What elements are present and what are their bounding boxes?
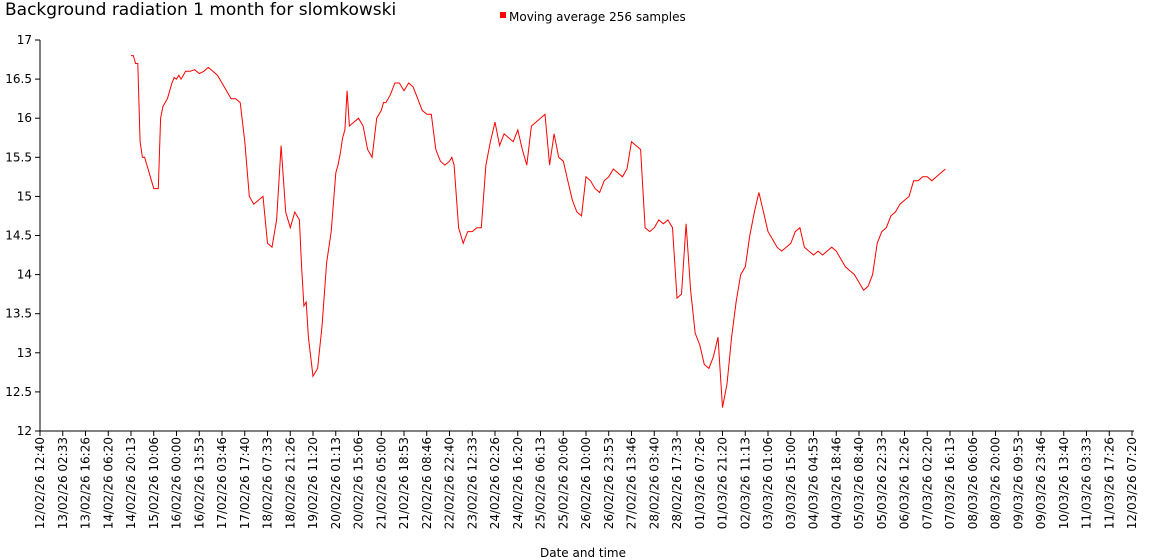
x-tick-label: 14/02/26 20:13 [124, 437, 138, 529]
legend: Moving average 256 samples [500, 10, 686, 24]
x-tick-label: 11/03/26 17:26 [1102, 437, 1116, 529]
series-line-moving-average [131, 55, 946, 408]
y-tick-label: 16 [17, 111, 32, 125]
x-tick-label: 26/02/26 23:53 [602, 437, 616, 529]
x-tick-label: 25/02/26 20:06 [556, 437, 570, 529]
x-tick-label: 06/03/26 12:26 [898, 437, 912, 529]
y-tick-label: 13 [17, 346, 32, 360]
x-tick-label: 01/03/26 21:20 [716, 437, 730, 529]
x-tick-label: 13/02/26 16:26 [79, 437, 93, 529]
x-tick-label: 28/02/26 17:33 [670, 437, 684, 529]
x-tick-label: 24/02/26 02:26 [488, 437, 502, 529]
x-tick-label: 20/02/26 01:13 [329, 437, 343, 529]
x-tick-label: 04/03/26 04:53 [807, 437, 821, 529]
x-tick-label: 09/03/26 23:46 [1034, 437, 1048, 529]
x-tick-label: 24/02/26 16:20 [511, 437, 525, 529]
x-tick-label: 05/03/26 08:40 [852, 437, 866, 529]
x-tick-label: 13/02/26 02:33 [56, 437, 70, 529]
x-tick-label: 18/02/26 21:26 [283, 437, 297, 529]
legend-swatch [500, 12, 506, 18]
x-tick-label: 02/03/26 11:13 [738, 437, 752, 529]
y-tick-label: 16.5 [5, 72, 32, 86]
x-tick-label: 03/03/26 15:00 [784, 437, 798, 529]
x-tick-label: 26/02/26 10:00 [579, 437, 593, 529]
y-tick-label: 14.5 [5, 229, 32, 243]
x-tick-label: 22/02/26 22:40 [443, 437, 457, 529]
x-tick-label: 17/02/26 17:40 [238, 437, 252, 529]
x-tick-label: 14/02/26 06:20 [101, 437, 115, 529]
x-tick-label: 10/03/26 13:40 [1057, 437, 1071, 529]
x-tick-label: 07/03/26 02:20 [920, 437, 934, 529]
x-tick-label: 01/03/26 07:26 [693, 437, 707, 529]
legend-label: Moving average 256 samples [509, 10, 686, 24]
x-tick-label: 28/02/26 03:40 [647, 437, 661, 529]
x-tick-label: 23/02/26 12:33 [465, 437, 479, 529]
x-tick-label: 21/02/26 05:00 [374, 437, 388, 529]
x-tick-label: 12/03/26 07:20 [1125, 437, 1139, 529]
x-tick-label: 07/03/26 16:13 [943, 437, 957, 529]
x-tick-label: 16/02/26 13:53 [192, 437, 206, 529]
x-tick-label: 25/02/26 06:13 [534, 437, 548, 529]
x-tick-label: 19/02/26 11:20 [306, 437, 320, 529]
x-tick-label: 03/03/26 01:06 [761, 437, 775, 529]
y-tick-label: 13.5 [5, 307, 32, 321]
x-tick-label: 15/02/26 10:06 [147, 437, 161, 529]
x-tick-label: 09/03/26 09:53 [1011, 437, 1025, 529]
x-tick-label: 11/03/26 03:33 [1080, 437, 1094, 529]
y-tick-label: 14 [17, 268, 32, 282]
x-tick-label: 18/02/26 07:33 [261, 437, 275, 529]
x-axis-label: Date and time [540, 546, 626, 560]
x-tick-label: 12/02/26 12:40 [33, 437, 47, 529]
y-tick-label: 12 [17, 424, 32, 438]
x-tick-label: 20/02/26 15:06 [352, 437, 366, 529]
x-tick-label: 08/03/26 20:00 [989, 437, 1003, 529]
y-tick-label: 12.5 [5, 385, 32, 399]
x-tick-label: 05/03/26 22:33 [875, 437, 889, 529]
x-tick-label: 08/03/26 06:06 [966, 437, 980, 529]
y-tick-label: 15.5 [5, 150, 32, 164]
x-tick-label: 17/02/26 03:46 [215, 437, 229, 529]
x-tick-label: 04/03/26 18:46 [829, 437, 843, 529]
x-tick-label: 27/02/26 13:46 [625, 437, 639, 529]
y-tick-label: 17 [17, 33, 32, 47]
x-tick-label: 16/02/26 00:00 [170, 437, 184, 529]
x-tick-label: 21/02/26 18:53 [397, 437, 411, 529]
x-tick-label: 22/02/26 08:46 [420, 437, 434, 529]
chart-title: Background radiation 1 month for slomkow… [5, 0, 396, 20]
plot-area: 12 12.5 13 13.5 14 14.5 15 15.5 16 16.5 17 12/02/26… [5, 33, 1139, 529]
y-tick-label: 15 [17, 189, 32, 203]
